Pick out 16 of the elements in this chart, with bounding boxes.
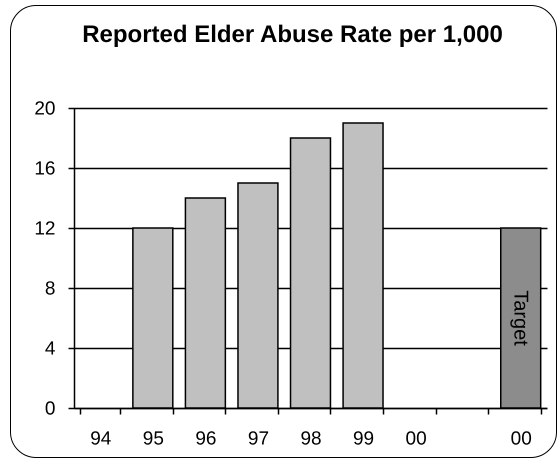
chart-title: Reported Elder Abuse Rate per 1,000 (82, 21, 503, 48)
data-label: Target (510, 290, 532, 346)
x-tick-label: 94 (90, 428, 112, 450)
x-tick-label: 00 (406, 428, 427, 450)
x-tick-label: 95 (142, 428, 164, 450)
x-tick-label: 98 (300, 428, 322, 450)
x-tick-label: 97 (248, 428, 270, 450)
y-tick-label: 16 (34, 158, 56, 180)
y-tick-label: 20 (34, 98, 56, 120)
y-tick-label: 4 (44, 338, 56, 360)
y-tick-label: 8 (44, 278, 56, 300)
x-tick-label: 99 (352, 428, 374, 450)
x-tick-label: 96 (195, 428, 216, 450)
y-tick-label: 12 (34, 218, 56, 240)
x-tick-label: 00 (510, 428, 532, 450)
y-tick-label: 0 (44, 398, 56, 420)
